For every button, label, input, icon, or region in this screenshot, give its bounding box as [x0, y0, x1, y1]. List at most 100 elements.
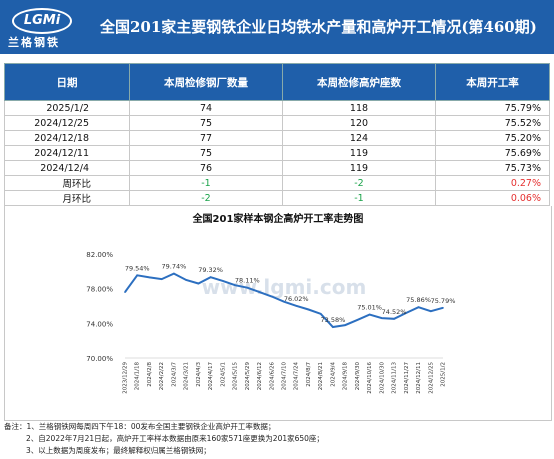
data-point [417, 306, 420, 309]
cell-mills: 75 [129, 115, 283, 131]
wow-row: 周环比 -1 -2 0.27% [4, 175, 550, 191]
cell-date: 2024/12/11 [4, 145, 130, 161]
x-tick-label: 2024/10/30 [379, 362, 385, 394]
x-tick-label: 2024/12/25 [428, 362, 434, 394]
data-point [234, 284, 236, 286]
data-point [344, 324, 346, 326]
data-point [185, 279, 187, 281]
data-point [283, 300, 285, 303]
y-tick-label: 70.00% [86, 355, 113, 363]
data-point [368, 313, 371, 316]
data-point [222, 280, 224, 282]
table-row: 2024/12/25 75 120 75.52% [4, 115, 550, 131]
mom-label: 月环比 [4, 190, 130, 206]
x-tick-label: 2024/6/26 [269, 362, 275, 391]
data-point [381, 317, 383, 319]
data-point [442, 307, 444, 309]
header-banner: LGMi 兰格钢铁 全国201家主要钢铁企业日均铁水产量和高炉开工情况(第460… [0, 0, 554, 54]
data-label: 75.01% [357, 304, 382, 312]
data-point [124, 291, 126, 293]
chart-title: 全国201家样本钢企高炉开工率走势图 [192, 214, 364, 225]
x-tick-label: 2024/11/27 [404, 362, 410, 394]
x-tick-label: 2024/5/29 [245, 362, 251, 391]
x-tick-label: 2024/9/30 [355, 362, 361, 391]
x-tick-label: 2024/7/10 [282, 362, 288, 391]
data-point [246, 286, 249, 289]
x-tick-label: 2024/3/7 [171, 362, 177, 387]
data-point [332, 326, 334, 328]
data-label: 78.11% [235, 277, 260, 285]
cell-furnaces: 124 [282, 130, 436, 146]
mom-mills: -2 [129, 190, 283, 206]
table-header-row: 日期 本周检修钢厂数量 本周检修高炉座数 本周开工率 [4, 63, 550, 101]
data-point [148, 276, 151, 279]
table-row: 2024/12/4 76 119 75.73% [4, 160, 550, 176]
data-label: 76.02% [284, 295, 309, 303]
cell-date: 2024/12/25 [4, 115, 130, 131]
data-label: 79.32% [198, 266, 223, 274]
cell-mills: 75 [129, 145, 283, 161]
table-row: 2024/12/11 75 119 75.69% [4, 145, 550, 161]
x-tick-label: 2024/11/13 [392, 362, 398, 394]
col-date: 日期 [4, 63, 130, 101]
wow-rate: 0.27% [435, 175, 550, 191]
data-label: 74.52% [382, 308, 407, 316]
chart-panel: 全国201家样本钢企高炉开工率走势图 www.lgmi.com 82.00% 78.… [4, 206, 552, 421]
mom-furnaces: -1 [282, 190, 436, 206]
x-tick-label: 2024/4/17 [208, 362, 214, 391]
y-tick-label: 74.00% [86, 320, 113, 328]
x-tick-label: 2024/12/11 [416, 362, 422, 394]
lgmi-logo: LGMi 兰格钢铁 [6, 8, 80, 49]
cell-mills: 74 [129, 100, 283, 116]
data-label: 79.54% [125, 264, 150, 272]
x-tick-label: 2023/12/29 [123, 362, 129, 394]
x-tick-label: 2024/2/22 [159, 362, 165, 390]
cell-rate: 75.52% [435, 115, 550, 131]
chart-watermark: www.lgmi.com [202, 275, 367, 299]
cell-furnaces: 118 [282, 100, 436, 116]
logo-mark: LGMi [12, 8, 72, 34]
cell-rate: 75.69% [435, 145, 550, 161]
page-title: 全国201家主要钢铁企业日均铁水产量和高炉开工情况(第460期) [100, 18, 537, 36]
footnotes: 备注：1、兰格钢铁网每周四下午18：00发布全国主要钢铁企业高炉开工率数据； 2… [4, 421, 324, 457]
cell-rate: 75.79% [435, 100, 550, 116]
data-point [136, 274, 139, 277]
x-tick-label: 2024/7/24 [294, 362, 300, 391]
y-tick-label: 82.00% [86, 251, 113, 259]
cell-rate: 75.73% [435, 160, 550, 176]
wow-mills: -1 [129, 175, 283, 191]
note-3: 3、以上数据为周度发布；最终解释权归属兰格钢铁网； [26, 446, 211, 455]
data-point [356, 319, 359, 321]
x-tick-label: 2024/6/12 [257, 362, 263, 390]
data-label: 75.79% [431, 297, 456, 305]
wow-furnaces: -2 [282, 175, 436, 191]
col-furnaces: 本周检修高炉座数 [282, 63, 436, 101]
x-tick-label: 2024/9/18 [343, 362, 349, 391]
data-point [319, 313, 322, 315]
note-2: 2、自2022年7月21日起，高炉开工率样本数据由原来160家571座更换为20… [26, 434, 324, 443]
col-rate: 本周开工率 [435, 63, 550, 101]
line-chart: www.lgmi.com 82.00% 78.00% 74.00% 70.00% 79.5… [86, 251, 456, 394]
table-row: 2025/1/2 74 118 75.79% [4, 100, 550, 116]
cell-furnaces: 120 [282, 115, 436, 131]
logo-cn-text: 兰格钢铁 [8, 36, 60, 49]
mom-rate: 0.06% [435, 190, 550, 206]
data-point [295, 305, 298, 307]
note-1: 备注：1、兰格钢铁网每周四下午18：00发布全国主要钢铁企业高炉开工率数据； [4, 422, 276, 431]
cell-date: 2025/1/2 [4, 100, 130, 116]
col-mills: 本周检修钢厂数量 [129, 63, 283, 101]
data-point [405, 312, 408, 314]
cell-furnaces: 119 [282, 160, 436, 176]
y-tick-label: 78.00% [86, 286, 113, 294]
data-point [393, 318, 395, 320]
x-tick-label: 2024/4/3 [196, 362, 202, 387]
cell-date: 2024/12/4 [4, 160, 130, 176]
data-point [160, 278, 163, 280]
x-tick-label: 2024/5/1 [220, 362, 226, 387]
mom-row: 月环比 -2 -1 0.06% [4, 190, 550, 206]
data-point [307, 308, 310, 311]
x-tick-label: 2024/3/21 [184, 362, 190, 390]
data-point [197, 282, 200, 285]
cell-rate: 75.20% [435, 130, 550, 146]
data-point [270, 295, 273, 298]
